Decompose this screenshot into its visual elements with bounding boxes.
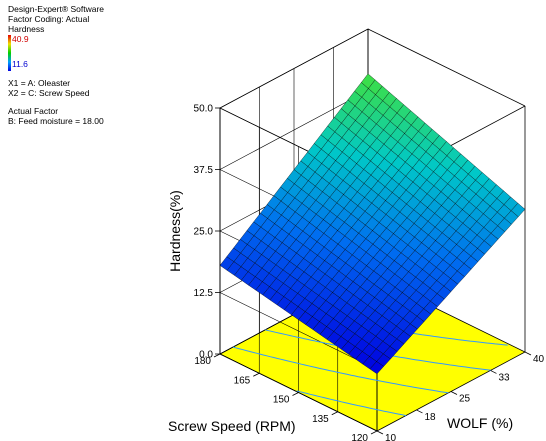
y-tick-label: 135 (312, 414, 329, 425)
x-tick-label: 18 (424, 412, 436, 423)
frame-edge (367, 28, 526, 107)
legend-max-value: 40.9 (12, 34, 29, 44)
legend-min-value: 11.6 (12, 59, 28, 69)
color-scale-bar (8, 35, 11, 71)
x-tick-label: 25 (459, 394, 471, 405)
x-tick-label: 40 (533, 354, 545, 365)
factor-coding-label: Factor Coding: Actual (8, 14, 90, 24)
z-tick-label: 25.0 (194, 227, 214, 238)
x-tick-label: 10 (385, 433, 397, 441)
y-tick-mark (331, 411, 338, 416)
z-axis-title: Hardness(%) (167, 190, 183, 272)
y-tick-label: 120 (351, 433, 368, 441)
x-tick-mark (450, 391, 458, 395)
z-tick-label: 0.0 (199, 350, 213, 361)
x-tick-mark (376, 430, 384, 435)
actual-factor-title: Actual Factor (8, 106, 59, 116)
actual-factor-value: B: Feed moisture = 18.00 (8, 116, 104, 126)
y-tick-label: 150 (273, 395, 290, 406)
x-tick-label: 33 (498, 372, 510, 383)
x-tick-mark (416, 409, 423, 414)
factor-x1-label: X1 = A: Oleaster (8, 78, 71, 88)
software-label: Design-Expert® Software (8, 4, 105, 14)
y-axis-title: Screw Speed (RPM) (168, 418, 296, 434)
floor-contour (232, 346, 449, 394)
z-tick-label: 50.0 (194, 104, 214, 115)
response-label: Hardness (8, 24, 45, 34)
factor-x2-label: X2 = C: Screw Speed (8, 88, 90, 98)
y-tick-mark (292, 392, 299, 396)
info-panel: Design-Expert® Software Factor Coding: A… (8, 4, 168, 126)
floor-contour (296, 390, 407, 417)
x-tick-mark (524, 351, 532, 356)
x-tick-mark (490, 370, 497, 374)
z-tick-label: 37.5 (194, 165, 214, 176)
y-tick-label: 165 (234, 375, 251, 386)
surface-cell (369, 361, 384, 375)
y-tick-mark (213, 353, 221, 358)
y-tick-mark (253, 372, 260, 377)
z-tick-label: 12.5 (194, 288, 214, 299)
y-tick-label: 180 (194, 356, 211, 367)
x-axis-title: WOLF (%) (447, 415, 513, 431)
color-legend: 40.9 11.6 (8, 34, 168, 71)
y-tick-mark (370, 430, 378, 435)
